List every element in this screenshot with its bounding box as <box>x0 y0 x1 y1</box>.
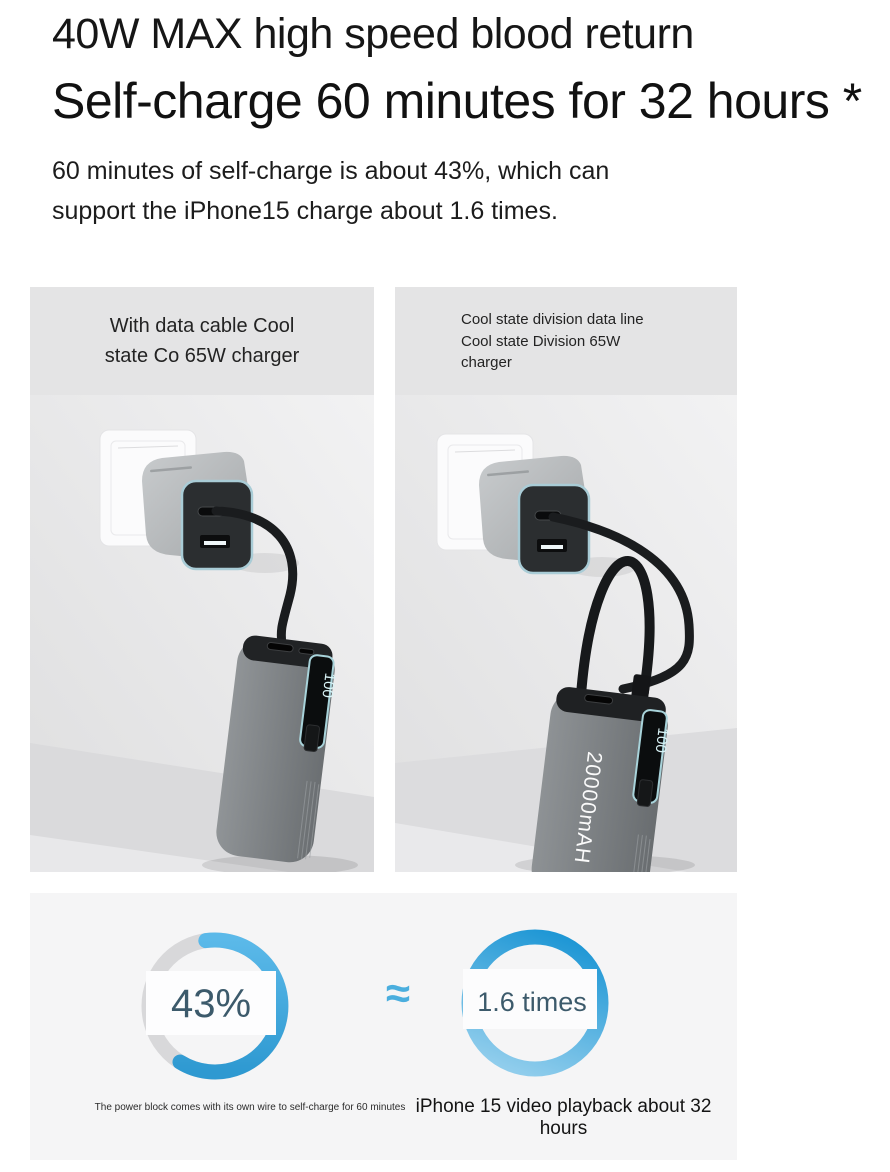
charger-brand-mark <box>150 466 192 473</box>
left-caption-line-1: With data cable Cool <box>109 315 295 337</box>
left-product-photo: 100 <box>30 395 374 872</box>
display-port-window <box>636 779 654 807</box>
playback-footnote: iPhone 15 video playback about 32 hours <box>415 1096 712 1139</box>
approx-equal-symbol: ≈ <box>385 969 411 1018</box>
charging-cable <box>211 506 298 650</box>
side-ribs <box>297 780 320 860</box>
page-subtitle: Self-charge 60 minutes for 32 hours * <box>52 73 862 130</box>
self-charge-footnote: The power block comes with its own wire … <box>94 1102 406 1113</box>
self-charge-gauge: 43% <box>141 932 289 1080</box>
description-line-2: support the iPhone15 charge about 1.6 ti… <box>52 196 558 225</box>
page-title: 40W MAX high speed blood return <box>52 10 694 58</box>
power-bank: 100 <box>216 635 338 863</box>
power-bank-shadow <box>202 855 358 872</box>
right-panel-caption: Cool state division data line Cool state… <box>395 287 737 395</box>
side-ribs <box>630 834 651 872</box>
charge-times-value: 1.6 times <box>477 987 587 1017</box>
gauge-center-box <box>146 971 276 1035</box>
display-port-window <box>303 724 321 753</box>
header: 40W MAX high speed blood return Self-cha… <box>52 10 878 231</box>
power-bank-top-cap <box>556 687 666 723</box>
comparison-panel-right: Cool state division data line Cool state… <box>395 287 737 872</box>
charging-cable <box>548 512 694 694</box>
top-usb-port <box>584 693 614 705</box>
right-product-photo: 20000mAH 100 <box>395 395 737 872</box>
charger-front-face <box>180 479 254 571</box>
right-caption-line-3: charger <box>461 354 512 371</box>
battery-display-value: 100 <box>652 727 672 754</box>
top-usb-port-2 <box>298 647 315 655</box>
description-line-1: 60 minutes of self-charge is about 43%, … <box>52 156 610 185</box>
charge-times-gauge: 1.6 times <box>461 929 609 1077</box>
right-caption-line-1: Cool state division data line <box>461 311 644 328</box>
top-usb-port <box>266 641 294 653</box>
usb-a-tongue <box>204 541 226 545</box>
wall-charger <box>142 451 299 573</box>
gauge-center-box <box>463 969 597 1029</box>
left-panel-caption: With data cable Cool state Co 65W charge… <box>30 287 374 395</box>
page-description: 60 minutes of self-charge is about 43%, … <box>52 151 878 231</box>
gauge-progress-arc <box>172 932 289 1080</box>
built-in-cable-loop <box>575 556 655 701</box>
comparison-panel-left: With data cable Cool state Co 65W charge… <box>30 287 374 872</box>
left-caption-line-2: state Co 65W charger <box>104 345 300 367</box>
wall-charger <box>479 455 636 577</box>
stats-card: 43% ≈ 1.6 times The power block comes wi… <box>30 893 737 1160</box>
battery-display-value: 100 <box>318 672 338 699</box>
right-caption-line-2: Cool state Division 65W <box>461 332 621 350</box>
self-charge-percent: 43% <box>171 982 251 1026</box>
socket-and-charger <box>436 433 636 577</box>
floor-highlight <box>30 835 288 872</box>
power-bank: 20000mAH 100 <box>531 556 672 872</box>
charger-front-face <box>517 483 591 575</box>
usb-a-tongue <box>541 545 563 549</box>
